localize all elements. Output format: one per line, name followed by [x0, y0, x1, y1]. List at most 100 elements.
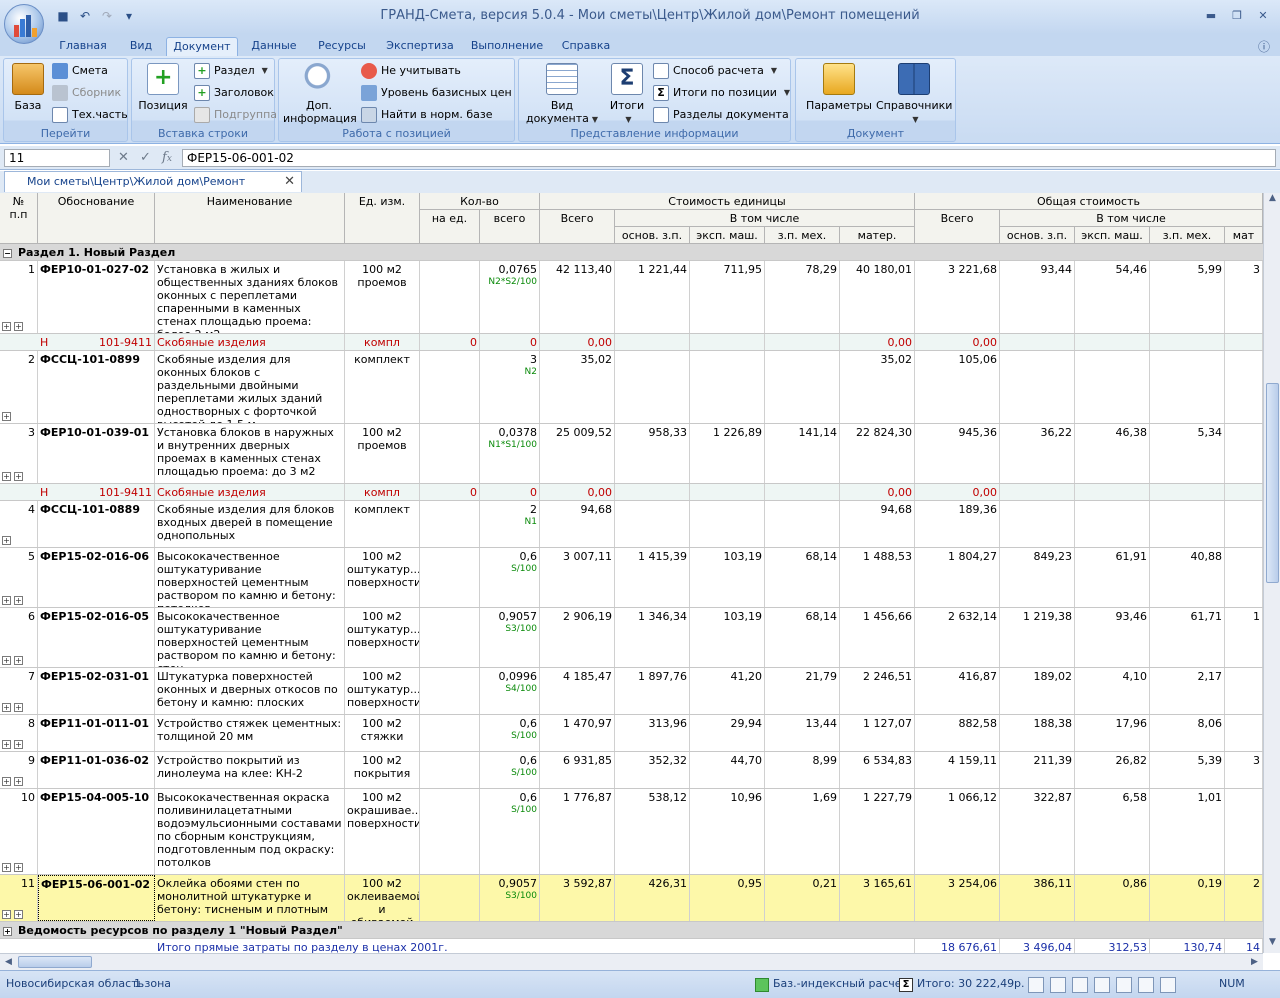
- cell-mat[interactable]: 3 165,61: [840, 875, 915, 921]
- cell-t-zm[interactable]: 61,71: [1150, 608, 1225, 667]
- expand-icon[interactable]: +: [2, 910, 11, 919]
- cell-mat[interactable]: 6 534,83: [840, 752, 915, 788]
- cell-kol-vsego[interactable]: 0,6 S/100: [480, 715, 540, 751]
- cell-em[interactable]: 103,19: [690, 608, 765, 667]
- cell-em[interactable]: 41,20: [690, 668, 765, 714]
- cell-em[interactable]: 29,94: [690, 715, 765, 751]
- cell-kol-na-ed[interactable]: [420, 501, 480, 547]
- cell-mat[interactable]: 35,02: [840, 351, 915, 423]
- cell-t-em[interactable]: 61,91: [1075, 548, 1150, 607]
- cell-unit-total[interactable]: 3 007,11: [540, 548, 615, 607]
- cell-zp[interactable]: 313,96: [615, 715, 690, 751]
- cell-t-em[interactable]: 54,46: [1075, 261, 1150, 333]
- cell-t-zm[interactable]: [1150, 351, 1225, 423]
- cell-obosnovanie[interactable]: ФЕР11-01-011-01: [38, 715, 155, 751]
- cell-total[interactable]: 189,36: [915, 501, 1000, 547]
- cell-kol-na-ed[interactable]: [420, 261, 480, 333]
- ne-uchityvat-button[interactable]: Не учитывать: [361, 61, 461, 81]
- cell-mat[interactable]: 22 824,30: [840, 424, 915, 483]
- cell-unit-total[interactable]: 1 776,87: [540, 789, 615, 874]
- cell-mat[interactable]: 2 246,51: [840, 668, 915, 714]
- table-row[interactable]: 5 ФЕР15-02-016-06 Высококачественное оштук…: [0, 548, 1263, 608]
- cell-t-zm[interactable]: [1150, 501, 1225, 547]
- cell-zm[interactable]: [765, 501, 840, 547]
- cell-ed-izm[interactable]: 100 м2 оклеиваемой и обиваемой: [345, 875, 420, 921]
- function-icon[interactable]: fx: [162, 150, 172, 165]
- podgruppa-button[interactable]: Подгруппа: [194, 105, 277, 125]
- expand-resources-icon[interactable]: +: [14, 863, 23, 872]
- cell-zm[interactable]: 21,79: [765, 668, 840, 714]
- horizontal-scrollbar[interactable]: ◀ ▶: [0, 953, 1263, 970]
- cell-naimenovanie[interactable]: Оклейка обоями стен по монолитной штукат…: [155, 875, 345, 921]
- cell-zm[interactable]: 1,69: [765, 789, 840, 874]
- cell-ed-izm[interactable]: 100 м2 стяжки: [345, 715, 420, 751]
- view-layout-icon[interactable]: [1050, 977, 1066, 993]
- cell-em[interactable]: 44,70: [690, 752, 765, 788]
- header-naimenovanie[interactable]: Наименование: [155, 193, 345, 244]
- material-row[interactable]: Н 101-9411 Скобяные изделия компл 0 0 0,00 0,00…: [0, 484, 1263, 501]
- cell-t-zp[interactable]: 93,44: [1000, 261, 1075, 333]
- smeta-button[interactable]: Смета: [52, 61, 108, 81]
- cell-t-mat[interactable]: [1225, 501, 1263, 547]
- cell-total[interactable]: 3 221,68: [915, 261, 1000, 333]
- expand-icon[interactable]: +: [2, 740, 11, 749]
- expand-resources-icon[interactable]: +: [14, 777, 23, 786]
- cell-zp[interactable]: [615, 484, 690, 500]
- cell-t-zm[interactable]: 5,99: [1150, 261, 1225, 333]
- scroll-thumb[interactable]: [1266, 383, 1279, 583]
- cell-mat[interactable]: 1 227,79: [840, 789, 915, 874]
- cell-num[interactable]: 1: [0, 261, 38, 333]
- cell-t-zp[interactable]: 36,22: [1000, 424, 1075, 483]
- cell-total[interactable]: 105,06: [915, 351, 1000, 423]
- cell-unit-total[interactable]: 3 592,87: [540, 875, 615, 921]
- cell-t-em[interactable]: [1075, 484, 1150, 500]
- cell-num[interactable]: 5: [0, 548, 38, 607]
- undo-icon[interactable]: ↶: [79, 9, 91, 23]
- cell-obosnovanie[interactable]: ФССЦ-101-0889: [38, 501, 155, 547]
- cell-t-zp[interactable]: [1000, 351, 1075, 423]
- cell-kol-na-ed[interactable]: [420, 789, 480, 874]
- cell-kol-vsego[interactable]: 0,9057 S3/100: [480, 608, 540, 667]
- cell-kol-vsego[interactable]: 2 N1: [480, 501, 540, 547]
- cell-t-em[interactable]: 6,58: [1075, 789, 1150, 874]
- cell-unit-total[interactable]: 42 113,40: [540, 261, 615, 333]
- cell-zm[interactable]: 0,21: [765, 875, 840, 921]
- cell-t-mat[interactable]: [1225, 484, 1263, 500]
- cell-total[interactable]: 416,87: [915, 668, 1000, 714]
- cell-ed-izm[interactable]: компл: [345, 334, 420, 350]
- dop-info-button[interactable]: Доп. информация: [283, 63, 357, 125]
- cell-naimenovanie[interactable]: Скобяные изделия: [155, 484, 345, 500]
- expand-icon[interactable]: +: [2, 536, 11, 545]
- cell-t-em[interactable]: [1075, 334, 1150, 350]
- section-row[interactable]: − Раздел 1. Новый Раздел: [0, 244, 1263, 261]
- razdely-documenta-button[interactable]: Разделы документа▼: [653, 105, 802, 125]
- cell-t-em[interactable]: 4,10: [1075, 668, 1150, 714]
- cell-t-zm[interactable]: 5,34: [1150, 424, 1225, 483]
- cell-mat[interactable]: 1 488,53: [840, 548, 915, 607]
- cell-obosnovanie[interactable]: ФССЦ-101-0899: [38, 351, 155, 423]
- cell-obosnovanie[interactable]: ФЕР15-06-001-02: [38, 875, 155, 921]
- cell-kol-na-ed[interactable]: [420, 424, 480, 483]
- cell-unit-total[interactable]: 2 906,19: [540, 608, 615, 667]
- redo-icon[interactable]: ↷: [101, 9, 113, 23]
- cell-zm[interactable]: 78,29: [765, 261, 840, 333]
- cell-t-mat[interactable]: [1225, 334, 1263, 350]
- expand-resources-icon[interactable]: +: [14, 472, 23, 481]
- tehchast-button[interactable]: Тех.часть: [52, 105, 128, 125]
- table-row[interactable]: 10 ФЕР15-04-005-10 Высококачественная окра…: [0, 789, 1263, 875]
- cell-num[interactable]: 7: [0, 668, 38, 714]
- cell-num[interactable]: 9: [0, 752, 38, 788]
- expand-icon[interactable]: +: [2, 703, 11, 712]
- header-ed-izm[interactable]: Ед. изм.: [345, 193, 420, 244]
- cell-kol-na-ed[interactable]: [420, 752, 480, 788]
- cell-unit-total[interactable]: 25 009,52: [540, 424, 615, 483]
- zagolovok-button[interactable]: + Заголовок: [194, 83, 274, 103]
- cell-naimenovanie[interactable]: Скобяные изделия для блоков входных двер…: [155, 501, 345, 547]
- cell-kol-vsego[interactable]: 0: [480, 334, 540, 350]
- close-icon[interactable]: ✕: [1258, 8, 1268, 22]
- cell-kol-na-ed[interactable]: [420, 668, 480, 714]
- cell-ed-izm[interactable]: комплект: [345, 501, 420, 547]
- cell-kol-na-ed[interactable]: [420, 548, 480, 607]
- naiti-button[interactable]: Найти в норм. базе: [361, 105, 493, 125]
- totals-row[interactable]: Итого прямые затраты по разделу в ценах …: [0, 939, 1263, 953]
